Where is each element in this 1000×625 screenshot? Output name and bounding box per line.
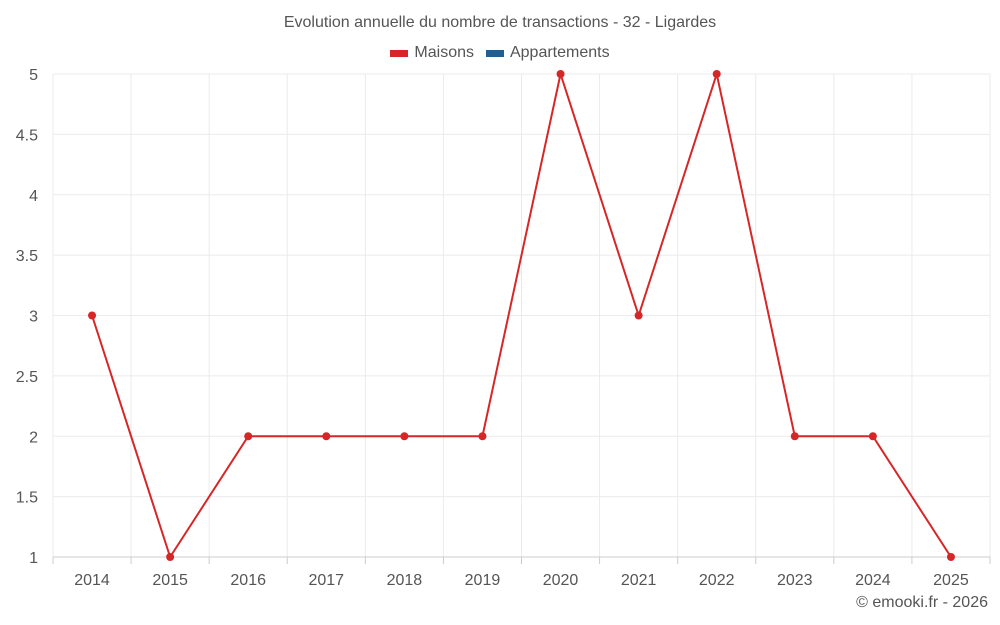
y-tick-label: 4.5 <box>16 127 38 144</box>
data-point <box>478 432 487 441</box>
x-tick-label: 2015 <box>152 572 188 589</box>
y-tick-label: 1 <box>29 550 38 567</box>
x-tick-label: 2020 <box>543 572 579 589</box>
y-tick-label: 3 <box>29 309 38 326</box>
y-tick-label: 2.5 <box>16 369 38 386</box>
chart-title: Evolution annuelle du nombre de transact… <box>283 14 717 31</box>
x-tick-label: 2016 <box>230 572 266 589</box>
x-tick-label: 2025 <box>933 572 969 589</box>
copyright-credit: © emooki.fr - 2026 <box>856 594 988 611</box>
y-tick-label: 3.5 <box>16 248 38 265</box>
data-point <box>634 311 643 320</box>
legend-swatch-appartements <box>485 49 504 57</box>
data-point <box>322 432 331 441</box>
y-tick-label: 4 <box>29 188 38 205</box>
data-point <box>712 70 721 78</box>
legend-label-appartements: Appartements <box>509 44 610 61</box>
legend-label-maisons: Maisons <box>414 44 474 61</box>
x-tick-label: 2022 <box>699 572 735 589</box>
data-point <box>244 432 253 441</box>
data-point <box>790 432 799 441</box>
data-point <box>556 70 565 78</box>
y-tick-label: 5 <box>29 67 38 84</box>
x-tick-label: 2019 <box>465 572 501 589</box>
x-tick-label: 2021 <box>621 572 657 589</box>
y-tick-label: 1.5 <box>16 490 38 507</box>
x-tick-label: 2017 <box>308 572 344 589</box>
data-point <box>400 432 409 441</box>
data-point <box>166 553 175 561</box>
legend-swatch-maisons <box>390 49 409 57</box>
x-tick-label: 2018 <box>387 572 423 589</box>
legend-item-maisons[interactable]: Maisons <box>390 44 474 62</box>
x-tick-label: 2023 <box>777 572 813 589</box>
data-point <box>868 432 877 441</box>
data-point <box>946 553 955 561</box>
legend: Maisons Appartements <box>0 44 1000 62</box>
legend-item-appartements[interactable]: Appartements <box>485 44 610 62</box>
series-line-maisons <box>91 70 952 560</box>
y-tick-label: 2 <box>29 429 38 446</box>
x-tick-label: 2014 <box>74 572 110 589</box>
data-point <box>88 311 97 320</box>
x-tick-label: 2024 <box>855 572 891 589</box>
